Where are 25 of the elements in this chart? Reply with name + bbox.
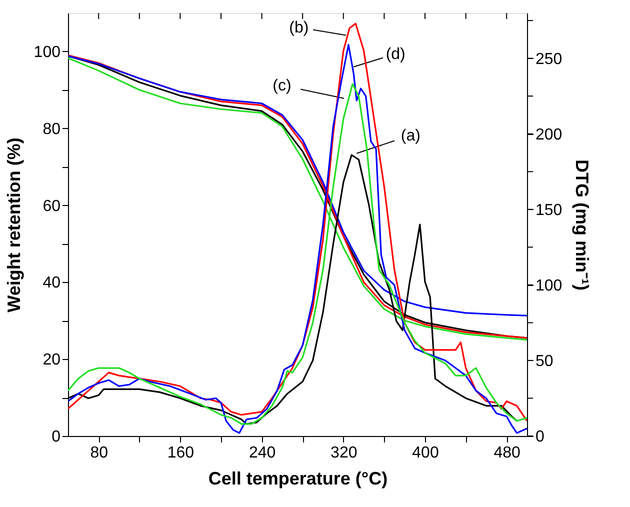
y2-tick-label: 50 (536, 352, 554, 370)
annotation: (d) (386, 46, 406, 63)
x-tick-label: 400 (412, 444, 439, 462)
annotation: (a) (400, 127, 420, 144)
annotation: (b) (289, 19, 309, 36)
y-tick-label: 40 (42, 274, 61, 292)
x-tick-label: 240 (248, 444, 276, 462)
annotation: (c) (272, 77, 292, 94)
y-tick-label: 80 (42, 120, 61, 138)
y2-axis-title: DTG (mg min⁻¹) (572, 160, 592, 290)
x-tick-label: 80 (90, 444, 108, 462)
y-tick-label: 20 (42, 352, 61, 369)
y2-tick-label: 200 (536, 126, 562, 144)
y2-tick-label: 0 (536, 428, 544, 446)
x-axis-title: Cell temperature (°C) (208, 468, 388, 488)
x-tick-label: 160 (167, 444, 194, 462)
x-tick-label: 320 (330, 444, 358, 462)
y2-tick-label: 150 (536, 202, 562, 219)
y-axis-title: Weight retention (%) (4, 138, 24, 312)
y-tick-label: 0 (52, 428, 61, 446)
y2-tick-label: 250 (536, 50, 562, 68)
y-tick-label: 60 (42, 198, 61, 215)
y-tick-label: 100 (34, 44, 61, 61)
x-tick-label: 480 (494, 444, 521, 462)
y2-tick-label: 100 (536, 277, 562, 294)
